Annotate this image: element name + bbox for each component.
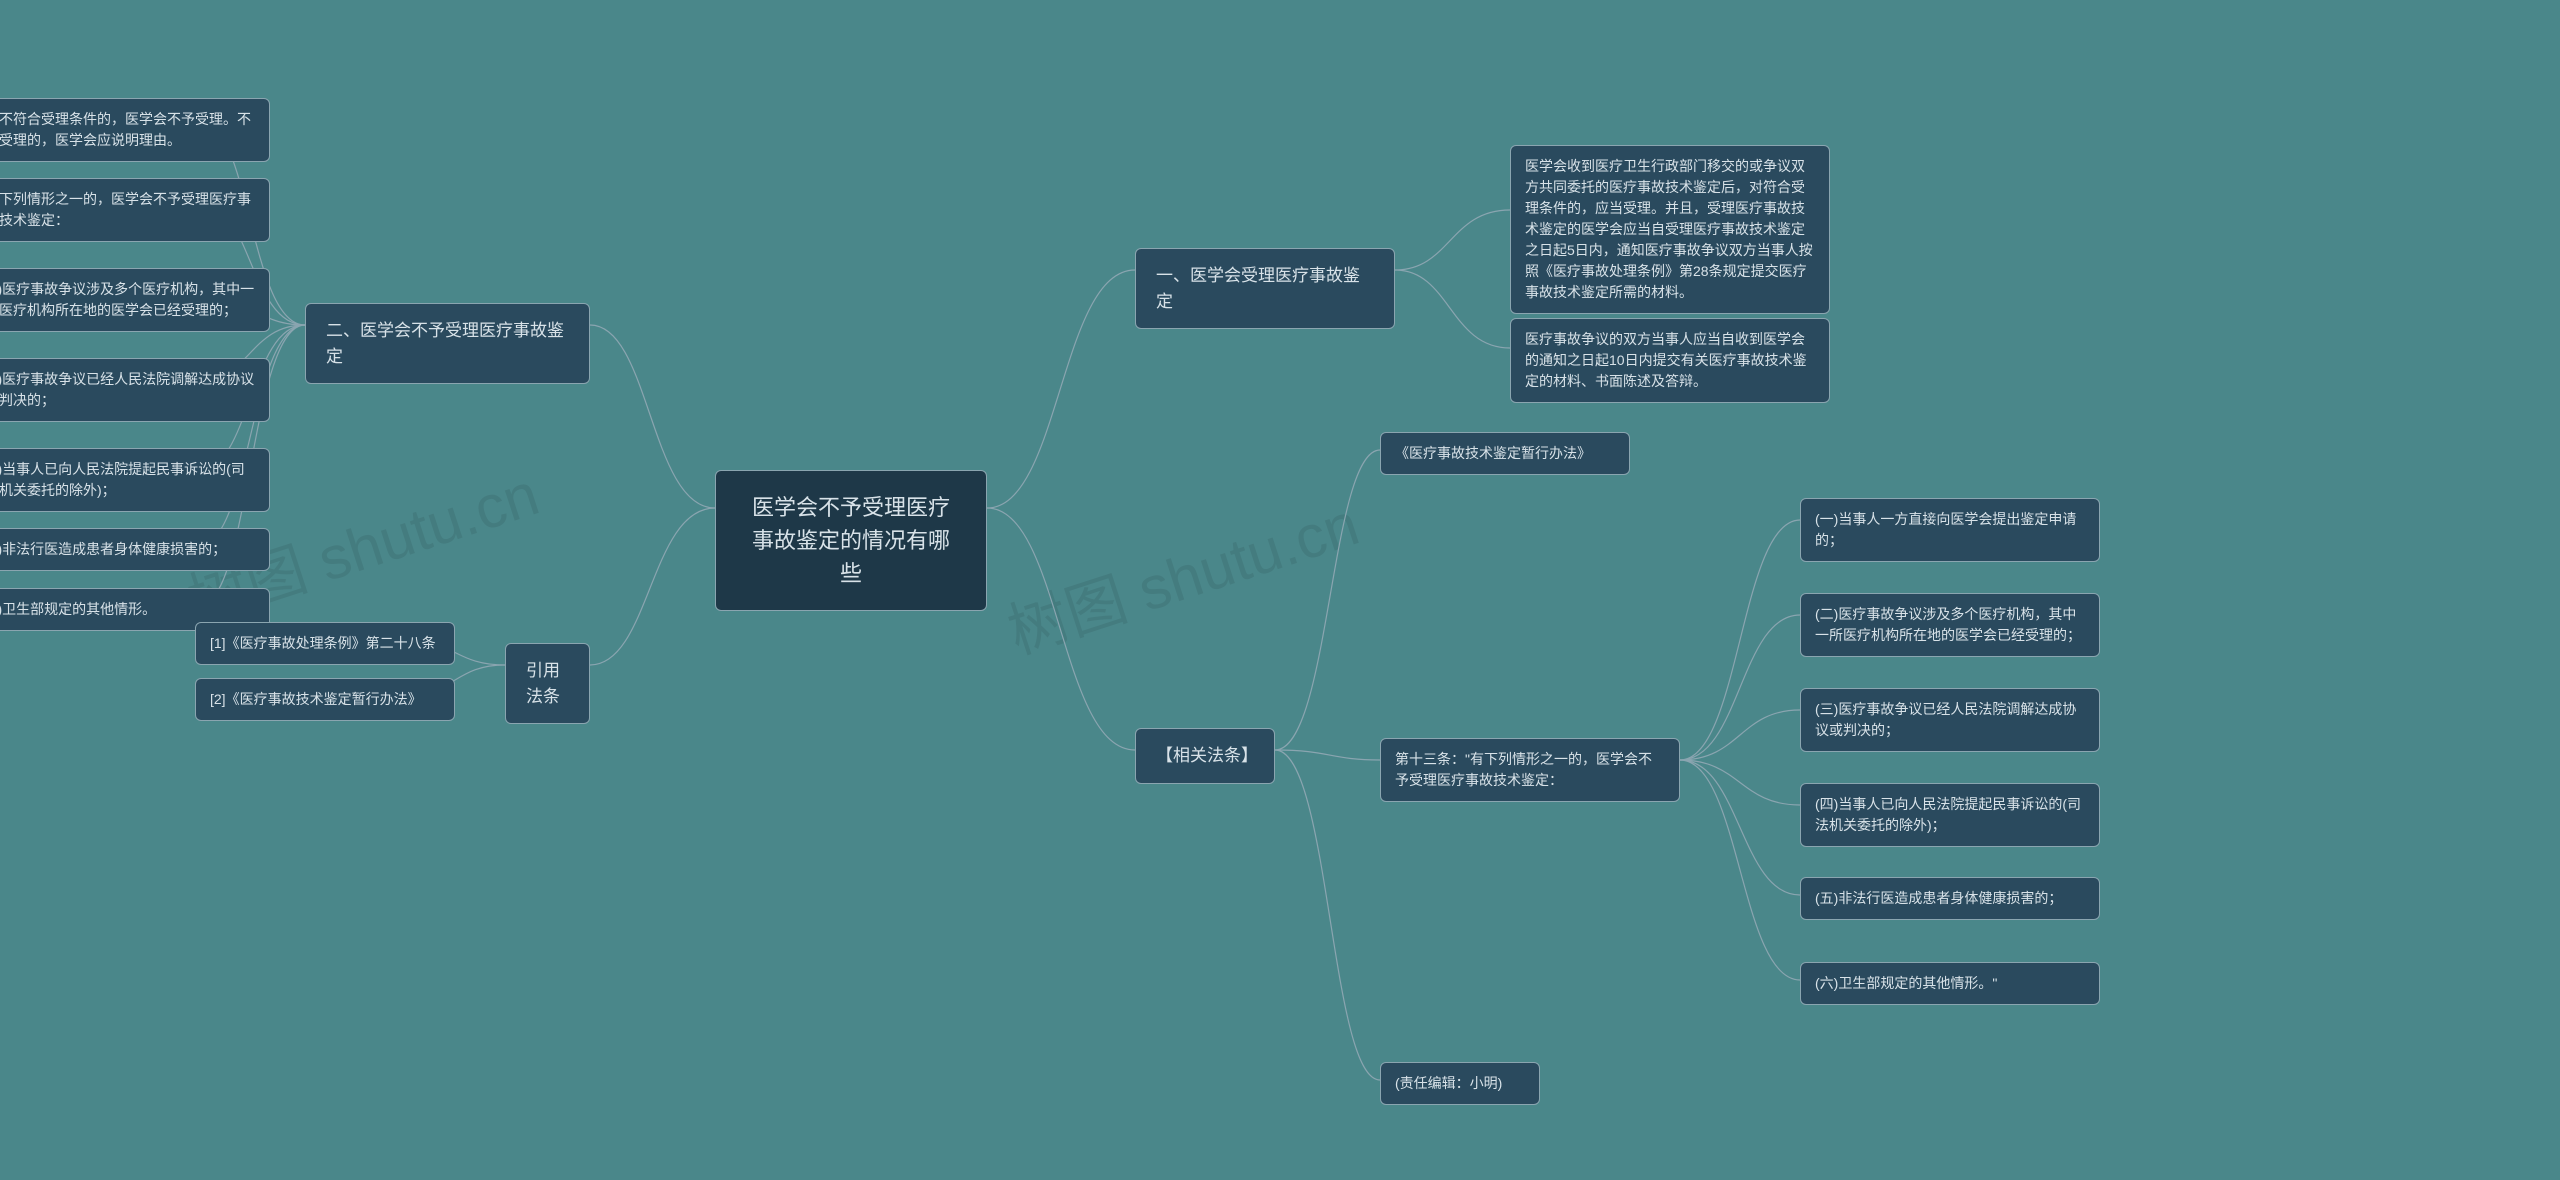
center-node: 医学会不予受理医疗事故鉴定的情况有哪些 [715,470,987,611]
leaf-text: (3)医疗事故争议已经人民法院调解达成协议或判决的； [0,369,255,411]
leaf-node: (二)医疗事故争议涉及多个医疗机构，其中一所医疗机构所在地的医学会已经受理的； [1800,593,2100,657]
branch-left-1: 二、医学会不予受理医疗事故鉴定 [305,303,590,384]
watermark: 树图 shutu.cn [995,476,1368,671]
branch-right-2: 【相关法条】 [1135,728,1275,784]
leaf-node: 医疗事故争议的双方当事人应当自收到医学会的通知之日起10日内提交有关医疗事故技术… [1510,318,1830,403]
leaf-text: 对不符合受理条件的，医学会不予受理。不予受理的，医学会应说明理由。 [0,109,255,151]
leaf-text: 第十三条："有下列情形之一的，医学会不予受理医疗事故技术鉴定： [1395,749,1665,791]
leaf-node: (六)卫生部规定的其他情形。" [1800,962,2100,1005]
leaf-node: (三)医疗事故争议已经人民法院调解达成协议或判决的； [1800,688,2100,752]
leaf-node: [1]《医疗事故处理条例》第二十八条 [195,622,455,665]
leaf-node: (五)非法行医造成患者身体健康损害的； [1800,877,2100,920]
leaf-text: (一)当事人一方直接向医学会提出鉴定申请的； [1815,509,2085,551]
leaf-text: 《医疗事故技术鉴定暂行办法》 [1395,443,1591,464]
leaf-text: (4)当事人已向人民法院提起民事诉讼的(司法机关委托的除外)； [0,459,255,501]
leaf-node: [2]《医疗事故技术鉴定暂行办法》 [195,678,455,721]
branch-label: 【相关法条】 [1156,743,1254,769]
leaf-text: (责任编辑：小明) [1395,1073,1502,1094]
leaf-text: 医学会收到医疗卫生行政部门移交的或争议双方共同委托的医疗事故技术鉴定后，对符合受… [1525,156,1815,303]
leaf-text: (六)卫生部规定的其他情形。" [1815,973,1997,994]
branch-label: 一、医学会受理医疗事故鉴定 [1156,263,1374,314]
leaf-node: 第十三条："有下列情形之一的，医学会不予受理医疗事故技术鉴定： [1380,738,1680,802]
leaf-text: (6)卫生部规定的其他情形。 [0,599,156,620]
branch-label: 引用法条 [526,658,569,709]
leaf-node: 《医疗事故技术鉴定暂行办法》 [1380,432,1630,475]
leaf-node: 对不符合受理条件的，医学会不予受理。不予受理的，医学会应说明理由。 [0,98,270,162]
leaf-text: (5)非法行医造成患者身体健康损害的； [0,539,226,560]
leaf-node: (2)医疗事故争议涉及多个医疗机构，其中一所医疗机构所在地的医学会已经受理的； [0,268,270,332]
connector-lines [0,0,2560,1180]
leaf-text: [2]《医疗事故技术鉴定暂行办法》 [210,689,422,710]
branch-left-2: 引用法条 [505,643,590,724]
leaf-node: 医学会收到医疗卫生行政部门移交的或争议双方共同委托的医疗事故技术鉴定后，对符合受… [1510,145,1830,314]
leaf-node: (4)当事人已向人民法院提起民事诉讼的(司法机关委托的除外)； [0,448,270,512]
leaf-text: 有下列情形之一的，医学会不予受理医疗事故技术鉴定： [0,189,255,231]
leaf-node: (四)当事人已向人民法院提起民事诉讼的(司法机关委托的除外)； [1800,783,2100,847]
leaf-text: (二)医疗事故争议涉及多个医疗机构，其中一所医疗机构所在地的医学会已经受理的； [1815,604,2085,646]
leaf-text: (三)医疗事故争议已经人民法院调解达成协议或判决的； [1815,699,2085,741]
leaf-text: (四)当事人已向人民法院提起民事诉讼的(司法机关委托的除外)； [1815,794,2085,836]
leaf-text: [1]《医疗事故处理条例》第二十八条 [210,633,436,654]
leaf-node: (5)非法行医造成患者身体健康损害的； [0,528,270,571]
leaf-text: (2)医疗事故争议涉及多个医疗机构，其中一所医疗机构所在地的医学会已经受理的； [0,279,255,321]
branch-label: 二、医学会不予受理医疗事故鉴定 [326,318,569,369]
leaf-node: (一)当事人一方直接向医学会提出鉴定申请的； [1800,498,2100,562]
leaf-text: (五)非法行医造成患者身体健康损害的； [1815,888,2062,909]
leaf-node: (3)医疗事故争议已经人民法院调解达成协议或判决的； [0,358,270,422]
leaf-text: 医疗事故争议的双方当事人应当自收到医学会的通知之日起10日内提交有关医疗事故技术… [1525,329,1815,392]
leaf-node: 有下列情形之一的，医学会不予受理医疗事故技术鉴定： [0,178,270,242]
branch-right-1: 一、医学会受理医疗事故鉴定 [1135,248,1395,329]
center-title: 医学会不予受理医疗事故鉴定的情况有哪些 [744,491,958,590]
leaf-node: (责任编辑：小明) [1380,1062,1540,1105]
